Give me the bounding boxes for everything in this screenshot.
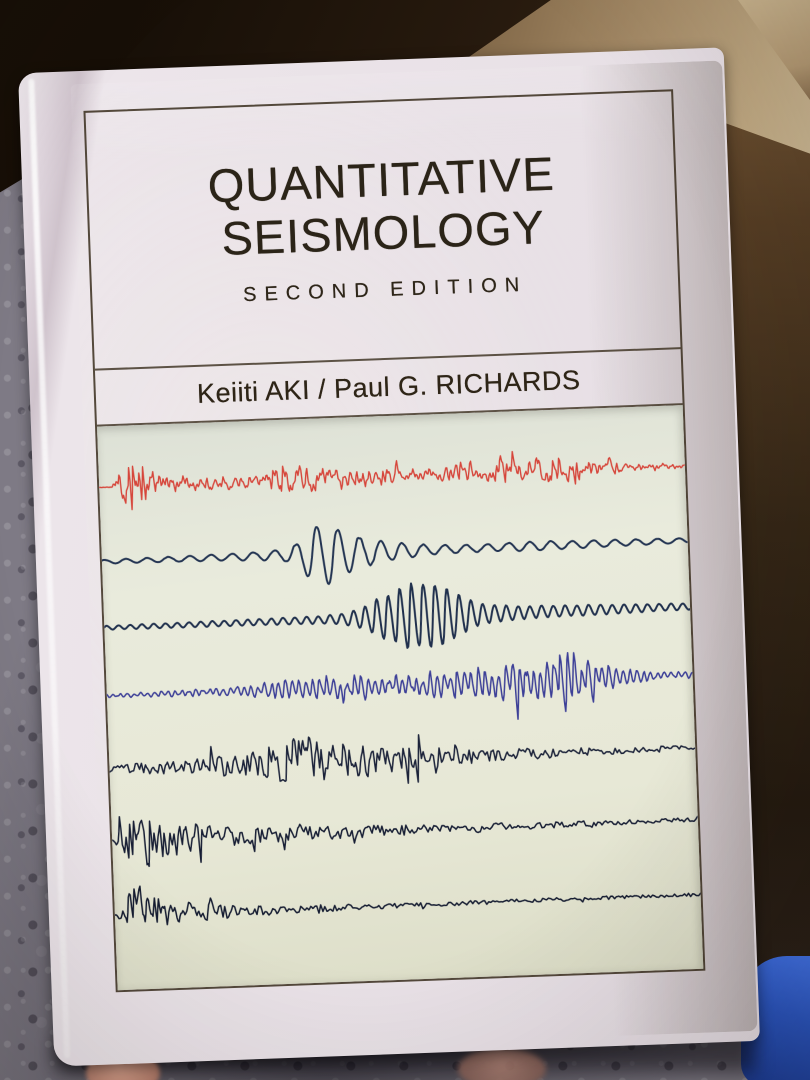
finger [458, 1048, 546, 1080]
title-frame: QUANTITATIVE SEISMOLOGY SECOND EDITION K… [83, 89, 706, 993]
seismogram-panel [97, 405, 704, 991]
edition-label: SECOND EDITION [242, 274, 528, 307]
seismogram-canvas [97, 405, 704, 991]
book-cover: QUANTITATIVE SEISMOLOGY SECOND EDITION K… [18, 47, 760, 1067]
title-area: QUANTITATIVE SEISMOLOGY SECOND EDITION [86, 91, 681, 368]
dust-jacket: QUANTITATIVE SEISMOLOGY SECOND EDITION K… [70, 60, 757, 1054]
